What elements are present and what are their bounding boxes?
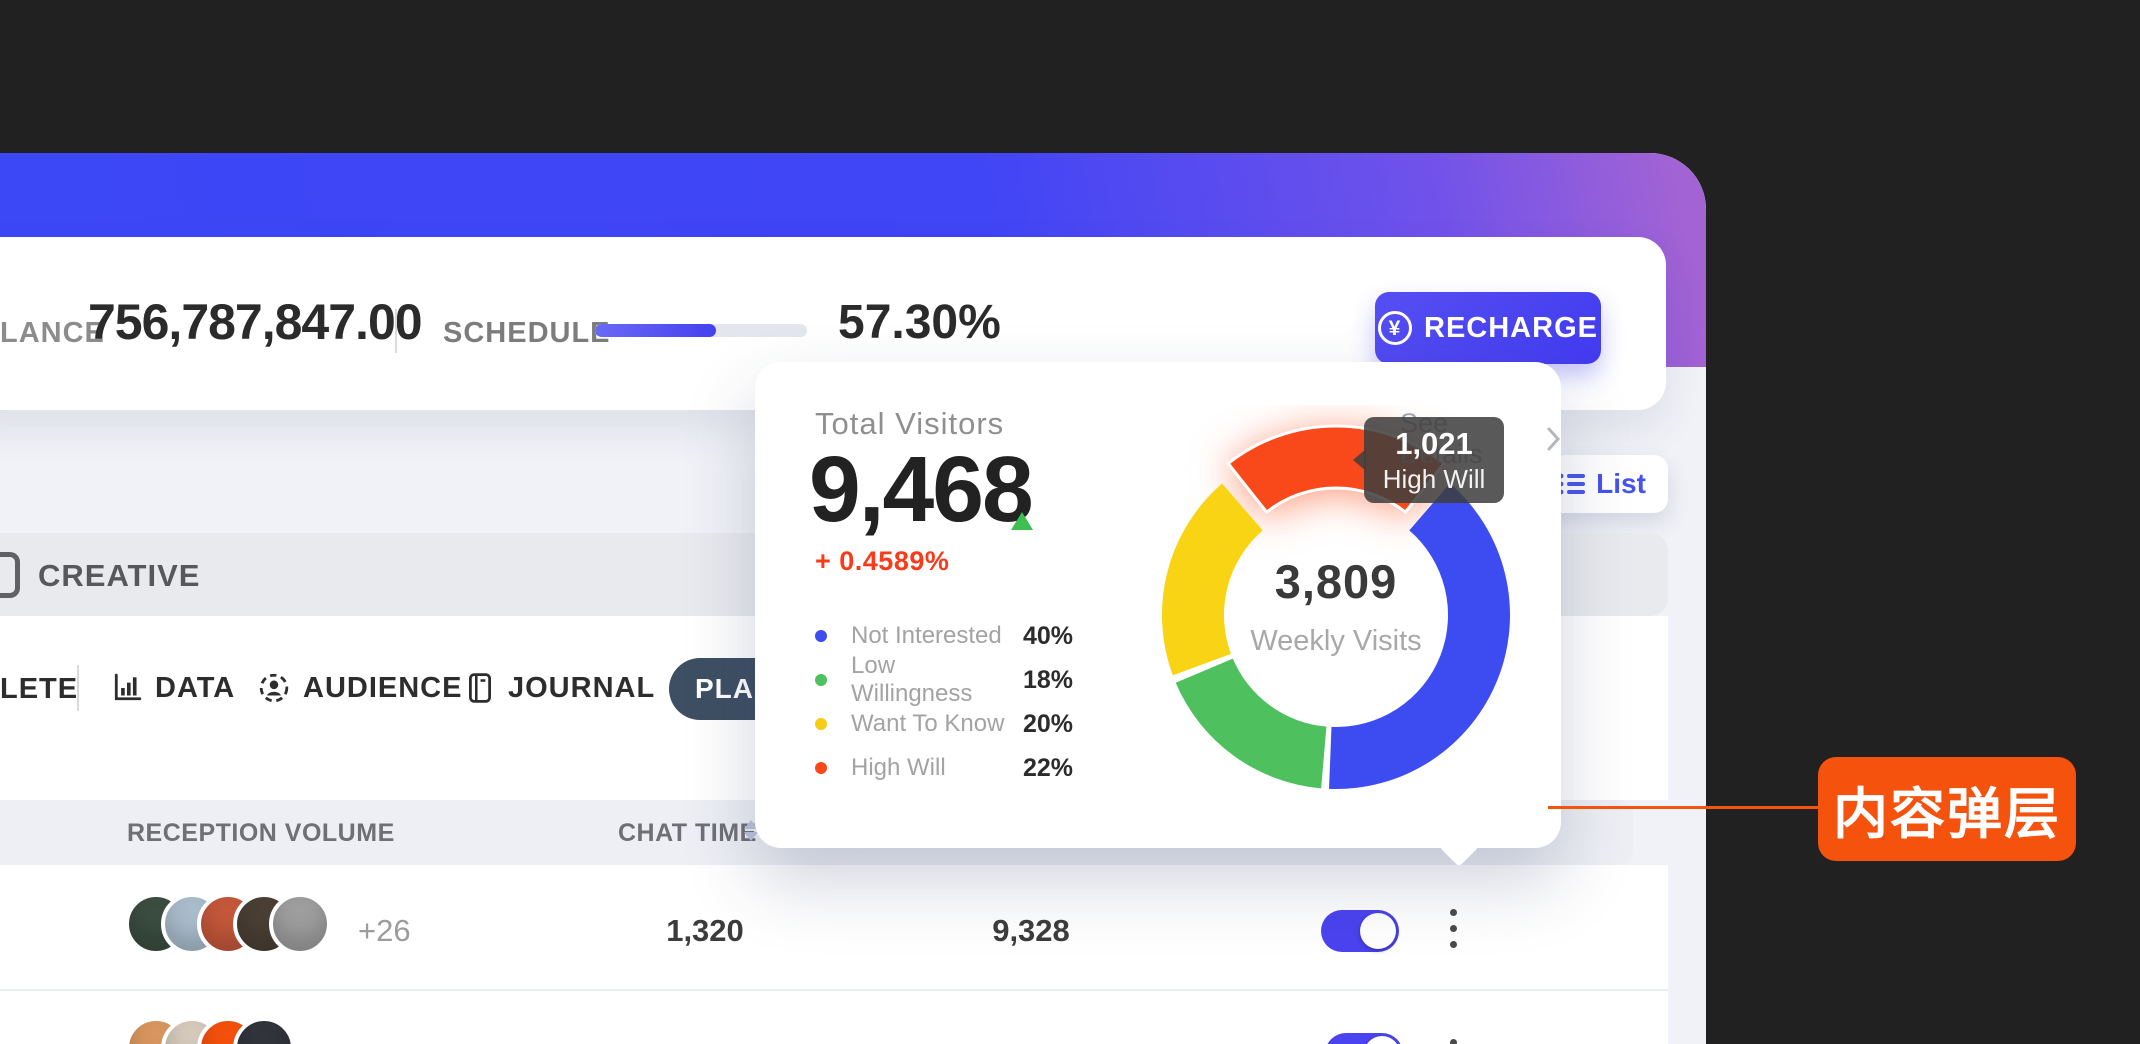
schedule-progress: [595, 324, 807, 337]
extra-avatars-count: +26: [358, 913, 411, 948]
weekly-visits-value: 3,809: [1274, 555, 1398, 608]
annotation-line: [1548, 806, 1818, 809]
donut-segment[interactable]: [1329, 483, 1510, 789]
schedule-percent: 57.30%: [838, 296, 1001, 349]
legend-name: Low Willingness: [851, 652, 973, 707]
tab-truncated[interactable]: LETE: [0, 673, 79, 705]
recharge-label: RECHARGE: [1424, 311, 1598, 344]
chart-tooltip: 1,021 High Will: [1353, 417, 1504, 503]
row-menu-kebab-icon[interactable]: [1446, 1035, 1461, 1044]
divider: [395, 309, 397, 353]
creative-icon: [0, 552, 20, 598]
row-toggle[interactable]: [1321, 910, 1399, 952]
legend-item: Not Interested 40%: [815, 621, 1073, 650]
legend-dot: [815, 630, 827, 642]
list-button-label: List: [1596, 468, 1646, 499]
tab-audience[interactable]: AUDIENCE: [258, 665, 462, 711]
toggle-knob: [1360, 913, 1396, 949]
tab-journal-label: JOURNAL: [508, 671, 656, 704]
column-reception-volume: RECEPTION VOLUME: [127, 819, 395, 847]
total-visitors-value: 9,468: [809, 437, 1034, 541]
tooltip-pointer-icon: [1353, 449, 1366, 471]
legend-dot: [815, 718, 827, 730]
legend-pct: 20%: [1022, 709, 1073, 738]
chevron-right-icon: [1547, 427, 1561, 451]
tooltip-value: 1,021: [1395, 425, 1473, 461]
legend-pct: 22%: [1022, 753, 1073, 782]
avatar: [269, 893, 331, 955]
donut-chart[interactable]: 3,809 Weekly Visits: [1126, 405, 1546, 825]
tab-audience-label: AUDIENCE: [303, 671, 463, 704]
avatar-group: [125, 1017, 295, 1044]
legend-pct: 18%: [1022, 665, 1073, 694]
donut-segment[interactable]: [1175, 658, 1327, 789]
recharge-button[interactable]: ¥ RECHARGE: [1375, 292, 1601, 364]
avatar-group: [125, 893, 331, 955]
tab-journal[interactable]: JOURNAL: [465, 665, 655, 711]
journal-icon: [469, 673, 491, 703]
popup-title: Total Visitors: [815, 406, 1005, 441]
column-chat-time: CHAT TIME: [618, 819, 757, 847]
legend-name: Not Interested: [851, 622, 1002, 649]
schedule-label: SCHEDULE: [443, 317, 611, 349]
legend-dot: [815, 674, 827, 686]
tab-data-label: DATA: [155, 671, 236, 704]
cell-value: 9,328: [992, 913, 1070, 948]
tab-data[interactable]: DATA: [112, 665, 235, 711]
person-circle-icon: [259, 673, 289, 703]
cell-chat-time: 1,320: [666, 913, 744, 948]
tab-divider: [77, 665, 79, 711]
balance-value: 756,787,847.00: [88, 294, 423, 350]
weekly-visits-label: Weekly Visits: [1250, 625, 1422, 657]
row-menu-kebab-icon[interactable]: [1446, 905, 1461, 952]
legend-item: Low Willingness 18%: [815, 652, 1073, 707]
sort-icon[interactable]: [744, 820, 758, 841]
delta-percent: + 0.4589%: [815, 546, 950, 576]
annotation-label: 内容弹层: [1818, 757, 2076, 861]
tooltip-label: High Will: [1382, 463, 1486, 494]
bar-chart-icon: [114, 673, 142, 701]
legend-name: High Will: [851, 754, 946, 781]
legend-item: Want To Know 20%: [815, 709, 1073, 738]
legend-dot: [815, 762, 827, 774]
creative-label: CREATIVE: [38, 558, 201, 593]
list-icon: [1558, 473, 1586, 495]
legend-item: High Will 22%: [815, 753, 1073, 782]
trend-up-icon: [1011, 512, 1033, 530]
schedule-progress-fill: [595, 324, 717, 337]
row-divider: [0, 989, 1668, 991]
donut-segment[interactable]: [1162, 483, 1263, 676]
table-body: [0, 865, 1668, 1044]
content-popup: Total Visitors 9,468 + 0.4589% Not Inter…: [755, 362, 1561, 867]
donut-center: 3,809 Weekly Visits: [1126, 405, 1546, 825]
row-toggle[interactable]: [1325, 1033, 1403, 1044]
toggle-knob: [1364, 1036, 1400, 1044]
legend-pct: 40%: [1022, 621, 1073, 650]
balance-label: LANCE: [0, 317, 105, 349]
legend-name: Want To Know: [851, 710, 1005, 737]
yen-circle-icon: ¥: [1378, 311, 1413, 345]
